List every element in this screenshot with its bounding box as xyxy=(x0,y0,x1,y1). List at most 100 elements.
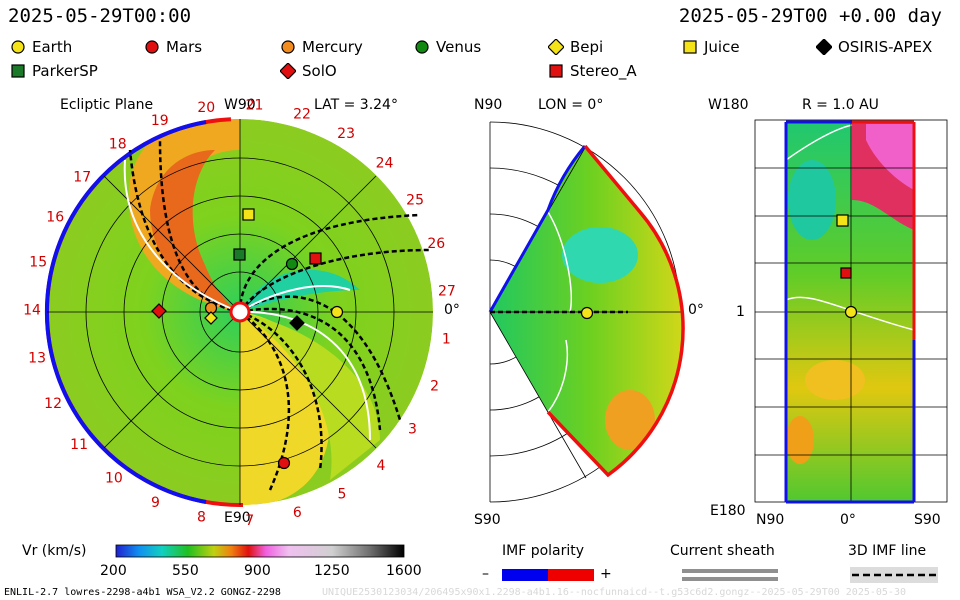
ecliptic-w90-label: W90 xyxy=(224,97,256,113)
carrington-label-4: 4 xyxy=(377,458,386,474)
carrington-label-24: 24 xyxy=(376,155,394,171)
colorbar-tick-200: 200 xyxy=(100,563,127,579)
carrington-label-25: 25 xyxy=(406,193,424,209)
juice-marker xyxy=(242,208,255,221)
colorbar-tick-1250: 1250 xyxy=(314,563,350,579)
radial-e180-label: E180 xyxy=(710,503,746,519)
ecliptic-lat: LAT = 3.24° xyxy=(314,97,398,113)
legend-item-juice: Juice xyxy=(682,38,740,56)
legend-item-parkersp: ParkerSP xyxy=(10,62,98,80)
legend-label: Stereo_A xyxy=(570,62,637,80)
legend-item-bepi: Bepi xyxy=(548,38,603,56)
imf-line-swatch-bg xyxy=(850,567,938,583)
ecliptic-title: Ecliptic Plane xyxy=(60,97,154,113)
legend-item-venus: Venus xyxy=(414,38,481,56)
carrington-label-13: 13 xyxy=(28,351,46,367)
imf-polarity-negative xyxy=(502,569,548,581)
carrington-label-20: 20 xyxy=(197,100,215,116)
solo-marker xyxy=(151,303,167,319)
imf-polarity-label: IMF polarity xyxy=(502,543,585,559)
imf-polarity-plus: + xyxy=(600,566,612,582)
meridional-s90-label: S90 xyxy=(474,512,501,528)
radial-stereo-a-marker xyxy=(840,267,852,279)
imf-polarity-positive xyxy=(548,569,594,581)
legend-label: Mercury xyxy=(302,38,363,56)
ecliptic-e90-label: E90 xyxy=(224,510,251,526)
carrington-label-18: 18 xyxy=(109,137,127,153)
legend-item-osiris-apex: OSIRIS-APEX xyxy=(816,38,932,56)
carrington-label-11: 11 xyxy=(70,437,88,453)
legend-label: Venus xyxy=(436,38,482,56)
date-left: 2025-05-29T00:00 xyxy=(8,5,192,27)
earth-marker xyxy=(330,305,344,319)
meridional-earth-marker xyxy=(580,306,594,320)
carrington-label-7: 7 xyxy=(245,513,254,529)
carrington-label-14: 14 xyxy=(23,303,41,319)
legend-item-stereo-a: Stereo_A xyxy=(548,62,637,80)
legend-item-mercury: Mercury xyxy=(280,38,363,56)
sun-marker xyxy=(229,301,251,323)
legend-marker-icon xyxy=(11,40,25,54)
colorbar-tick-1600: 1600 xyxy=(386,563,422,579)
legend-marker-icon xyxy=(549,64,563,78)
current-sheath-swatch-2 xyxy=(682,577,778,581)
legend-label: OSIRIS-APEX xyxy=(838,38,933,56)
legend-marker-icon xyxy=(281,40,295,54)
carrington-label-9: 9 xyxy=(151,495,160,511)
carrington-label-16: 16 xyxy=(46,210,64,226)
run-id-footer: UNIQUE2530123034/206495x90x1.2298-a4b1.1… xyxy=(322,587,906,598)
mars-marker xyxy=(277,456,291,470)
carrington-label-15: 15 xyxy=(29,255,47,271)
legend-marker-icon xyxy=(548,39,564,55)
legend-marker-icon xyxy=(816,39,832,55)
legend-marker-icon xyxy=(415,40,429,54)
colorbar-tick-550: 550 xyxy=(172,563,199,579)
colorbar-tick-900: 900 xyxy=(244,563,271,579)
radial-juice-marker xyxy=(836,214,849,227)
legend-item-earth: Earth xyxy=(10,38,72,56)
legend-label: Mars xyxy=(166,38,203,56)
carrington-label-26: 26 xyxy=(427,236,445,252)
ecliptic-current-sheath xyxy=(123,159,371,441)
osiris-apex-marker xyxy=(289,315,305,331)
carrington-label-8: 8 xyxy=(197,509,206,525)
carrington-label-2: 2 xyxy=(430,378,439,394)
legend-marker-icon xyxy=(280,63,296,79)
carrington-label-1: 1 xyxy=(442,332,451,348)
carrington-label-17: 17 xyxy=(73,170,91,186)
carrington-label-19: 19 xyxy=(151,113,169,129)
legend-item-solo: SolO xyxy=(280,62,337,80)
date-right: 2025-05-29T00 +0.00 day xyxy=(678,5,942,27)
legend-label: Earth xyxy=(32,38,73,56)
carrington-label-22: 22 xyxy=(293,106,311,122)
radial-n90-label: N90 xyxy=(756,512,785,528)
carrington-label-6: 6 xyxy=(293,505,302,521)
legend-item-mars: Mars xyxy=(144,38,202,56)
radial-w180-label: W180 xyxy=(708,97,749,113)
carrington-label-5: 5 xyxy=(337,486,346,502)
carrington-label-21: 21 xyxy=(246,98,264,114)
meridional-0-label: 0° xyxy=(688,302,704,318)
stereo-a-marker xyxy=(309,252,322,265)
carrington-label-23: 23 xyxy=(337,126,355,142)
vr-colorbar xyxy=(115,544,405,558)
parkersp-marker xyxy=(233,248,246,261)
venus-marker xyxy=(285,257,299,271)
legend-label: ParkerSP xyxy=(32,62,98,80)
carrington-label-12: 12 xyxy=(44,396,62,412)
radial-0-label: 0° xyxy=(840,512,856,528)
bepi-marker xyxy=(204,311,218,325)
legend-marker-icon xyxy=(683,40,697,54)
model-footer: ENLIL-2.7 lowres-2298-a4b1 WSA_V2.2 GONG… xyxy=(4,587,281,598)
meridional-title: LON = 0° xyxy=(538,97,604,113)
imf-line-label: 3D IMF line xyxy=(848,543,927,559)
legend-marker-icon xyxy=(11,64,25,78)
ecliptic-0-label: 0° xyxy=(444,302,460,318)
meridional-n90-label: N90 xyxy=(474,97,503,113)
legend-label: Juice xyxy=(704,38,740,56)
imf-polarity-minus: – xyxy=(482,566,489,582)
carrington-label-3: 3 xyxy=(408,421,417,437)
radial-earth-marker xyxy=(844,305,858,319)
current-sheath-label: Current sheath xyxy=(670,543,775,559)
